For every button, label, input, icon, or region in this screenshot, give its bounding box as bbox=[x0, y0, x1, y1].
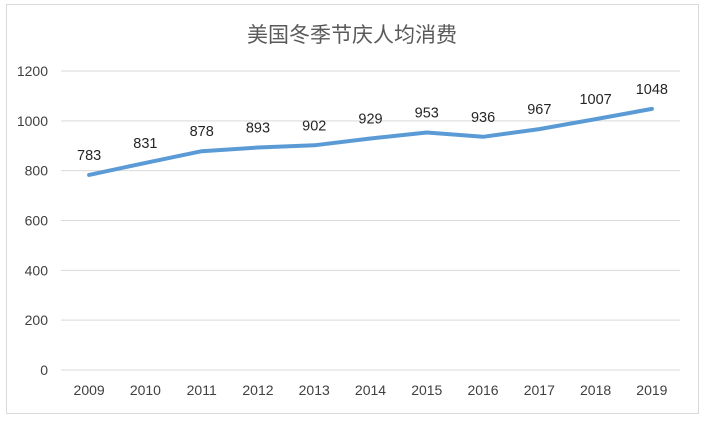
y-tick-label: 200 bbox=[25, 312, 49, 328]
y-tick-label: 1000 bbox=[17, 113, 48, 129]
y-tick-label: 1200 bbox=[17, 63, 48, 79]
data-label: 893 bbox=[246, 120, 270, 136]
data-labels: 783 831 878 893 902 929 953 936 967 1007 1048 bbox=[77, 82, 668, 164]
data-label: 902 bbox=[302, 118, 326, 134]
data-label: 831 bbox=[133, 136, 157, 152]
y-tick-label: 400 bbox=[25, 262, 49, 278]
data-label: 1048 bbox=[636, 82, 668, 98]
x-tick-label: 2010 bbox=[130, 382, 161, 398]
y-tick-label: 600 bbox=[25, 213, 49, 229]
x-tick-label: 2018 bbox=[580, 382, 611, 398]
chart-frame bbox=[6, 4, 699, 414]
series-line bbox=[87, 106, 654, 177]
chart-title: 美国冬季节庆人均消费 bbox=[247, 23, 457, 47]
data-label: 936 bbox=[471, 110, 495, 126]
data-label: 783 bbox=[77, 148, 101, 164]
x-axis-ticks: 2009 2010 2011 2012 2013 2014 2015 2016 2017 2018… bbox=[74, 382, 668, 398]
x-tick-label: 2014 bbox=[355, 382, 386, 398]
x-tick-label: 2015 bbox=[411, 382, 442, 398]
data-label: 878 bbox=[190, 124, 214, 140]
x-tick-label: 2011 bbox=[187, 382, 217, 398]
x-tick-label: 2012 bbox=[242, 382, 273, 398]
y-axis-ticks: 0 200 400 600 800 1000 1200 bbox=[17, 63, 48, 378]
y-tick-label: 0 bbox=[40, 362, 48, 378]
x-tick-label: 2009 bbox=[74, 382, 105, 398]
data-label: 953 bbox=[415, 106, 439, 122]
x-tick-label: 2019 bbox=[636, 382, 667, 398]
data-label: 967 bbox=[527, 102, 551, 118]
x-tick-label: 2016 bbox=[467, 382, 498, 398]
data-label: 929 bbox=[358, 112, 382, 128]
x-tick-label: 2017 bbox=[524, 382, 555, 398]
x-tick-label: 2013 bbox=[299, 382, 330, 398]
data-label: 1007 bbox=[579, 92, 611, 108]
y-tick-label: 800 bbox=[25, 163, 49, 179]
